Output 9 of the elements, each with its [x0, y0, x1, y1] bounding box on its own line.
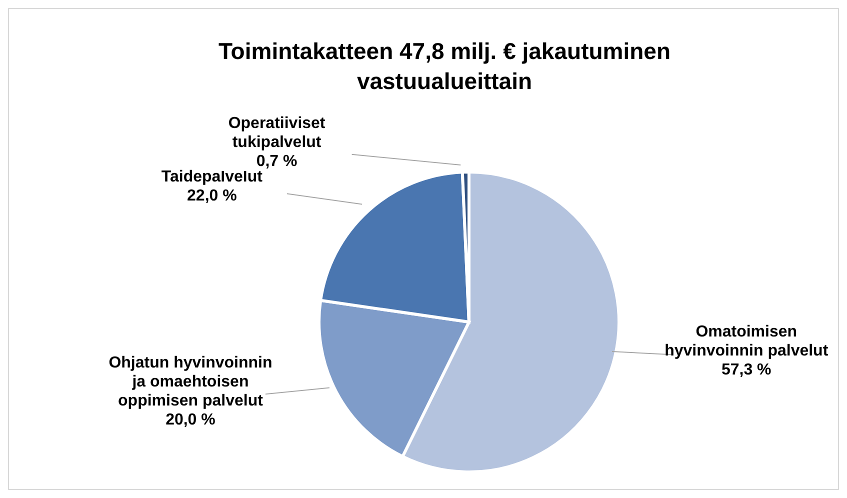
slice-label: Taidepalvelut [161, 168, 264, 186]
slice-label: Omatoimisen hyvinvoinnin palvelut [664, 324, 829, 360]
slice-label: Operatiiviset tukipalvelut [228, 115, 326, 152]
data-label: 0,7 % [256, 153, 298, 170]
data-label: 57,3 % [721, 362, 772, 379]
chart-title: Toimintakatteen 47,8 milj. € jakautuminen vastuualueittain [218, 38, 671, 94]
data-label: 22,0 % [187, 187, 237, 204]
data-label: 20,0 % [166, 412, 216, 429]
slice-label: Ohjatun hyvinvoinnin ja omaehtoisen oppimisen palvelut [108, 354, 272, 410]
